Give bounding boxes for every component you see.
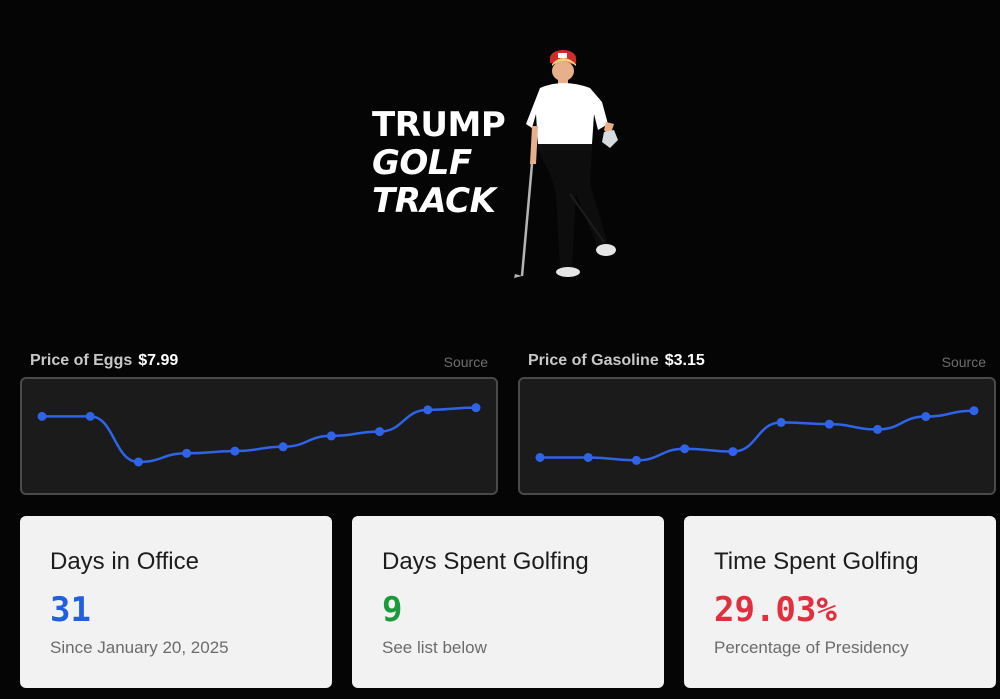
days-in-office-card: Days in Office 31 Since January 20, 2025 xyxy=(20,516,332,688)
eggs-price-header: Price of Eggs $7.99 Source xyxy=(20,348,498,376)
gasoline-data-point[interactable] xyxy=(728,447,738,457)
days-in-office-title: Days in Office xyxy=(50,548,199,575)
eggs-data-point[interactable] xyxy=(182,448,192,458)
eggs-source-link[interactable]: Source xyxy=(443,354,488,370)
gasoline-data-point[interactable] xyxy=(969,406,979,416)
days-golfing-subtitle: See list below xyxy=(382,638,487,657)
days-in-office-value: 31 xyxy=(50,590,91,630)
gasoline-chart xyxy=(518,377,996,495)
eggs-data-point[interactable] xyxy=(230,446,240,456)
gasoline-data-point[interactable] xyxy=(583,452,593,462)
gasoline-data-point[interactable] xyxy=(824,419,834,429)
eggs-chart xyxy=(20,377,498,495)
eggs-series-line xyxy=(42,406,477,464)
days-in-office-subtitle: Since January 20, 2025 xyxy=(50,638,229,657)
eggs-data-point[interactable] xyxy=(375,427,385,437)
gasoline-data-point[interactable] xyxy=(776,417,786,427)
eggs-data-point[interactable] xyxy=(326,431,336,441)
time-golfing-subtitle: Percentage of Presidency xyxy=(714,638,909,657)
eggs-data-point[interactable] xyxy=(37,411,47,421)
eggs-price-value: $7.99 xyxy=(138,352,179,369)
days-golfing-card: Days Spent Golfing 9 See list below xyxy=(352,516,664,688)
gasoline-price-panel: Price of Gasoline $3.15 Source xyxy=(518,348,996,495)
hero-title-line-3: TRACK xyxy=(372,181,496,221)
time-golfing-title: Time Spent Golfing xyxy=(714,548,919,575)
hero-title-line-1: TRUMP xyxy=(372,105,506,145)
gasoline-data-point[interactable] xyxy=(535,452,545,462)
eggs-price-panel: Price of Eggs $7.99 Source xyxy=(20,348,498,495)
time-golfing-value: 29.03% xyxy=(714,590,837,630)
eggs-price-title: Price of Eggs xyxy=(30,352,133,369)
hero-title-line-2: GOLF xyxy=(372,143,472,183)
gasoline-data-point[interactable] xyxy=(631,455,641,465)
eggs-price-label: Price of Eggs $7.99 xyxy=(30,352,178,370)
eggs-data-point[interactable] xyxy=(423,405,433,415)
eggs-data-point[interactable] xyxy=(85,411,95,421)
eggs-data-point[interactable] xyxy=(133,457,143,467)
gasoline-series-line xyxy=(539,409,975,462)
eggs-line-chart xyxy=(37,403,481,467)
gasoline-price-header: Price of Gasoline $3.15 Source xyxy=(518,348,996,376)
eggs-data-point[interactable] xyxy=(278,442,288,452)
gasoline-data-point[interactable] xyxy=(680,444,690,454)
eggs-data-point[interactable] xyxy=(471,403,481,413)
gasoline-price-value: $3.15 xyxy=(664,352,705,369)
days-golfing-title: Days Spent Golfing xyxy=(382,548,589,575)
gasoline-line-chart xyxy=(535,406,979,465)
gasoline-price-label: Price of Gasoline $3.15 xyxy=(528,352,705,370)
gasoline-price-title: Price of Gasoline xyxy=(528,352,659,369)
days-golfing-value: 9 xyxy=(382,590,403,630)
golfer-illustration xyxy=(514,50,618,278)
gasoline-data-point[interactable] xyxy=(921,412,931,422)
hero-title: TRUMP GOLF TRACK xyxy=(372,105,506,221)
gasoline-data-point[interactable] xyxy=(873,424,883,434)
gasoline-source-link[interactable]: Source xyxy=(941,354,986,370)
time-golfing-card: Time Spent Golfing 29.03% Percentage of … xyxy=(684,516,996,688)
